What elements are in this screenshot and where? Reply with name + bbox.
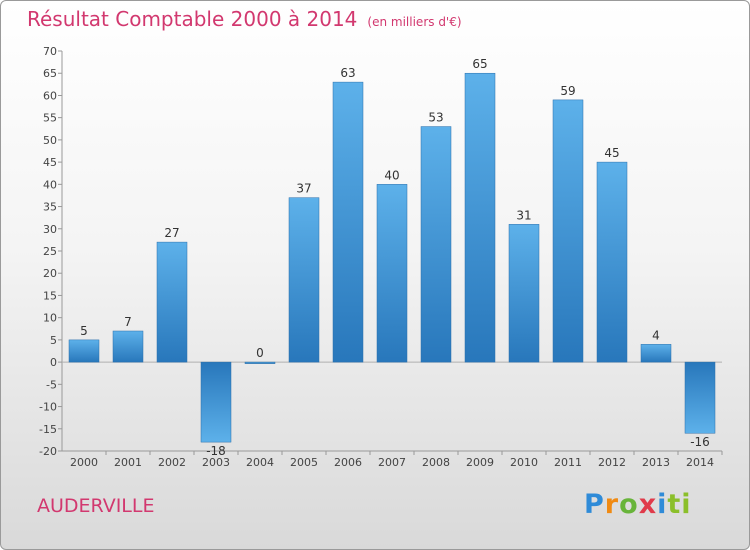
y-tick-label: 0 bbox=[50, 356, 57, 369]
bar-2008 bbox=[420, 126, 452, 363]
data-label: 31 bbox=[516, 208, 531, 222]
x-tick-label: 2001 bbox=[114, 456, 142, 469]
x-tick-label: 2005 bbox=[290, 456, 318, 469]
y-tick-label: 60 bbox=[43, 89, 57, 102]
data-label: 40 bbox=[384, 168, 399, 182]
y-tick-label: 70 bbox=[43, 45, 57, 58]
y-tick-label: 45 bbox=[43, 156, 57, 169]
x-tick-label: 2000 bbox=[70, 456, 98, 469]
y-tick-label: 65 bbox=[43, 67, 57, 80]
x-tick-label: 2013 bbox=[642, 456, 670, 469]
x-tick-label: 2008 bbox=[422, 456, 450, 469]
bar-2000 bbox=[68, 339, 100, 363]
proxiti-logo: Proxiti bbox=[584, 489, 692, 520]
x-tick-label: 2003 bbox=[202, 456, 230, 469]
y-tick-label: 10 bbox=[43, 312, 57, 325]
x-tick-label: 2006 bbox=[334, 456, 362, 469]
x-tick-label: 2007 bbox=[378, 456, 406, 469]
y-tick-label: 5 bbox=[50, 334, 57, 347]
logo-letter: x bbox=[638, 489, 658, 520]
data-label: 63 bbox=[340, 66, 355, 80]
y-tick-label: 35 bbox=[43, 201, 57, 214]
y-tick-label: 50 bbox=[43, 134, 57, 147]
data-label: 5 bbox=[80, 324, 88, 338]
bar-2011 bbox=[552, 99, 584, 363]
y-tick-label: 20 bbox=[43, 267, 57, 280]
bar-2013 bbox=[640, 344, 672, 363]
bar-2005 bbox=[288, 197, 320, 363]
logo-letter: o bbox=[619, 489, 639, 520]
data-label: 4 bbox=[652, 328, 660, 342]
town-name: AUDERVILLE bbox=[37, 495, 155, 517]
bar-2009 bbox=[464, 72, 496, 363]
x-tick-label: 2004 bbox=[246, 456, 274, 469]
x-tick-label: 2009 bbox=[466, 456, 494, 469]
bar-2003 bbox=[200, 361, 232, 443]
chart-title: Résultat Comptable 2000 à 2014 (en millie… bbox=[27, 7, 462, 31]
data-label: -18 bbox=[206, 444, 226, 458]
chart-title-text: Résultat Comptable 2000 à 2014 bbox=[27, 7, 358, 31]
x-tick-label: 2011 bbox=[554, 456, 582, 469]
x-tick-label: 2002 bbox=[158, 456, 186, 469]
data-label: 27 bbox=[164, 226, 179, 240]
data-label: -16 bbox=[690, 435, 710, 449]
data-label: 0 bbox=[256, 346, 264, 360]
bar-2004 bbox=[244, 361, 276, 364]
logo-letter: i bbox=[657, 489, 668, 520]
y-tick-label: 25 bbox=[43, 245, 57, 258]
y-tick-label: -5 bbox=[46, 378, 57, 391]
y-tick-label: 15 bbox=[43, 289, 57, 302]
logo-letter: ti bbox=[667, 489, 692, 520]
data-label: 7 bbox=[124, 315, 132, 329]
y-tick-label: -10 bbox=[39, 401, 57, 414]
logo-letter: r bbox=[604, 489, 620, 520]
data-label: 45 bbox=[604, 146, 619, 160]
y-tick-label: -20 bbox=[39, 445, 57, 458]
data-label: 37 bbox=[296, 182, 311, 196]
x-tick-label: 2010 bbox=[510, 456, 538, 469]
y-tick-label: 30 bbox=[43, 223, 57, 236]
bar-2010 bbox=[508, 224, 540, 363]
bar-2007 bbox=[376, 184, 408, 363]
bar-2014 bbox=[684, 361, 716, 434]
x-tick-label: 2014 bbox=[686, 456, 714, 469]
data-label: 53 bbox=[428, 111, 443, 125]
chart-unit: (en milliers d'€) bbox=[367, 15, 462, 29]
data-label: 59 bbox=[560, 84, 575, 98]
data-label: 65 bbox=[472, 57, 487, 71]
y-tick-label: 55 bbox=[43, 112, 57, 125]
y-tick-label: -15 bbox=[39, 423, 57, 436]
bar-2001 bbox=[112, 330, 144, 363]
bar-2006 bbox=[332, 81, 364, 363]
y-tick-label: 40 bbox=[43, 178, 57, 191]
logo-letter: P bbox=[584, 489, 605, 520]
bar-2002 bbox=[156, 241, 188, 363]
x-tick-label: 2012 bbox=[598, 456, 626, 469]
bar-2012 bbox=[596, 161, 628, 363]
